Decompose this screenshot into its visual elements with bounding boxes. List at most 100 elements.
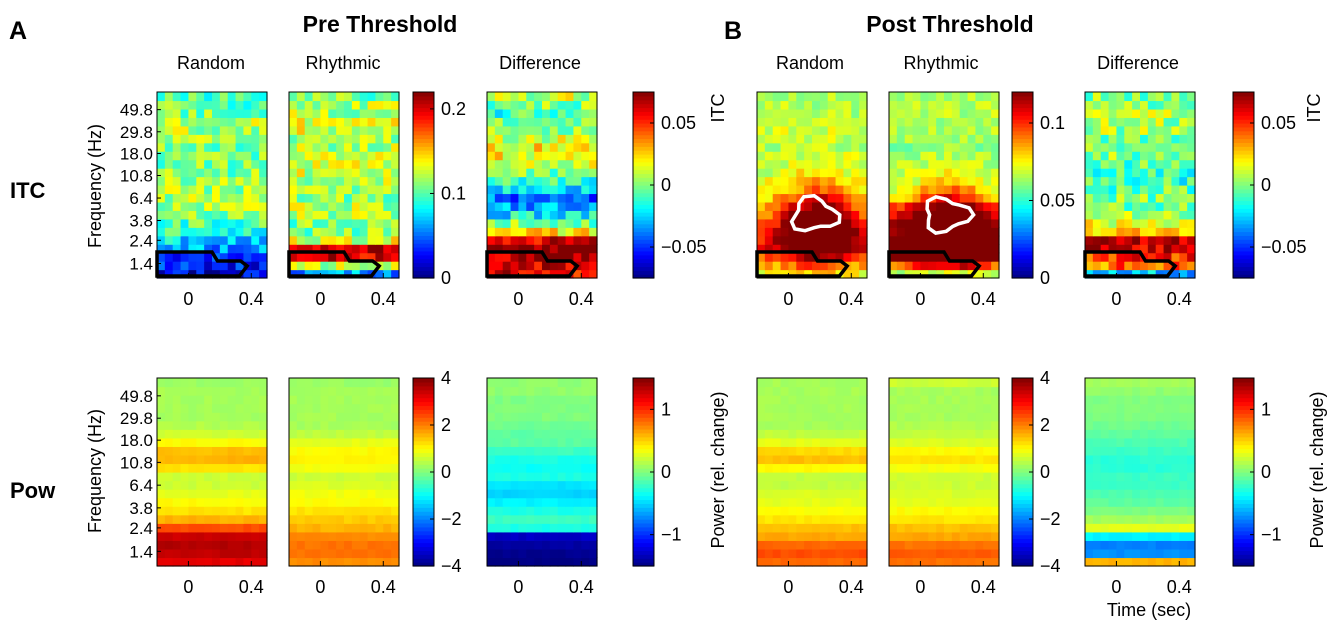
- heatmap-cell: [391, 193, 400, 203]
- heatmap-cell: [804, 159, 813, 169]
- heatmap-cell: [975, 395, 984, 405]
- heatmap-cell: [1187, 100, 1196, 110]
- heatmap-cell: [573, 480, 582, 490]
- heatmap-cell: [804, 261, 813, 271]
- heatmap-cell: [975, 185, 984, 195]
- heatmap-cell: [991, 540, 1000, 550]
- heatmap-cell: [772, 514, 782, 524]
- heatmap-cell: [573, 454, 582, 465]
- heatmap-cell: [188, 557, 197, 567]
- heatmap-cell: [259, 269, 268, 279]
- colorbar-swatch: [1233, 558, 1254, 563]
- heatmap-cell: [859, 108, 868, 118]
- heatmap-cell: [1132, 117, 1141, 127]
- heatmap-cell: [251, 506, 260, 516]
- heatmap-cell: [835, 386, 845, 396]
- heatmap-cell: [959, 193, 969, 203]
- heatmap-cell: [896, 261, 906, 271]
- heatmap-cell: [212, 100, 221, 110]
- heatmap-cell: [581, 506, 590, 516]
- heatmap-cell: [951, 395, 961, 405]
- heatmap-cell: [1085, 395, 1094, 405]
- heatmap-cell: [1124, 489, 1133, 499]
- heatmap-cell: [502, 125, 512, 135]
- heatmap-cell: [589, 159, 598, 169]
- heatmap-cell: [1132, 463, 1141, 473]
- heatmap-cell: [328, 117, 337, 127]
- heatmap-cell: [367, 489, 377, 499]
- heatmap-cell: [565, 506, 575, 516]
- heatmap-cell: [859, 454, 868, 465]
- heatmap-cell: [391, 548, 400, 559]
- heatmap-cell: [589, 548, 598, 559]
- heatmap-cell: [573, 395, 582, 405]
- heatmap-cell: [928, 235, 937, 245]
- heatmap-cell: [991, 386, 1000, 396]
- heatmap-cell: [812, 429, 821, 439]
- heatmap-cell: [367, 134, 377, 144]
- heatmap-cell: [383, 244, 392, 254]
- heatmap-cell: [542, 142, 551, 152]
- heatmap-cell: [391, 540, 400, 550]
- heatmap-cell: [804, 437, 813, 447]
- heatmap-cell: [494, 548, 504, 559]
- heatmap-cell: [812, 437, 821, 447]
- heatmap-cell: [920, 151, 929, 161]
- colorbar-swatch: [1233, 219, 1254, 225]
- heatmap-cell: [928, 151, 937, 161]
- heatmap-cell: [565, 480, 575, 490]
- heatmap-cell: [391, 252, 400, 262]
- y-tick-label: 49.8: [120, 101, 153, 120]
- heatmap-cell: [542, 506, 551, 516]
- colorbar-swatch: [633, 381, 654, 387]
- significance-contour: [1083, 250, 1178, 278]
- heatmap-cell: [1163, 176, 1173, 186]
- heatmap-cell: [1085, 168, 1094, 178]
- heatmap-cell: [534, 100, 543, 110]
- heatmap-cell: [944, 117, 953, 127]
- heatmap-cell: [328, 548, 337, 559]
- heatmap-cell: [328, 159, 337, 169]
- heatmap-cell: [772, 412, 782, 422]
- heatmap-cell: [212, 540, 221, 550]
- colorbar-swatch: [1012, 511, 1033, 516]
- heatmap-cell: [542, 176, 551, 186]
- heatmap-cell: [819, 403, 829, 413]
- heatmap-cell: [312, 261, 322, 271]
- heatmap-cell: [1171, 92, 1180, 102]
- heatmap-cell: [227, 134, 237, 144]
- heatmap-cell: [526, 193, 535, 203]
- x-tick-label: 0: [1111, 289, 1121, 309]
- heatmap-cell: [819, 92, 829, 102]
- heatmap-cell: [859, 557, 868, 567]
- heatmap-cell: [772, 437, 782, 447]
- colorbar-swatch: [633, 472, 654, 477]
- heatmap-cell: [367, 193, 377, 203]
- heatmap-cell: [243, 252, 252, 262]
- heatmap-cell: [1092, 218, 1102, 228]
- heatmap-cell: [780, 548, 790, 559]
- heatmap-cell: [487, 92, 496, 102]
- heatmap-cell: [328, 261, 337, 271]
- colorbar-swatch: [1012, 432, 1033, 438]
- heatmap-cell: [235, 472, 245, 482]
- heatmap-cell: [1116, 463, 1125, 473]
- heatmap-cell: [1092, 497, 1102, 507]
- colorbar-swatch: [633, 208, 654, 213]
- heatmap-cell: [289, 235, 298, 245]
- heatmap-cell: [1085, 429, 1094, 439]
- heatmap-cell: [375, 454, 384, 465]
- heatmap-cell: [542, 403, 551, 413]
- heatmap-cell: [1108, 523, 1118, 533]
- heatmap-cell: [788, 489, 797, 499]
- heatmap-cell: [764, 227, 774, 237]
- colorbar-swatch: [413, 511, 434, 516]
- heatmap-cell: [259, 235, 268, 245]
- heatmap-cell: [510, 412, 520, 422]
- heatmap-cell: [204, 235, 213, 245]
- x-tick-label: 0.4: [1167, 289, 1192, 309]
- colorbar-swatch: [1012, 235, 1033, 240]
- heatmap-cell: [889, 523, 898, 533]
- heatmap-cell: [581, 185, 590, 195]
- colorbar-swatch: [1233, 138, 1254, 143]
